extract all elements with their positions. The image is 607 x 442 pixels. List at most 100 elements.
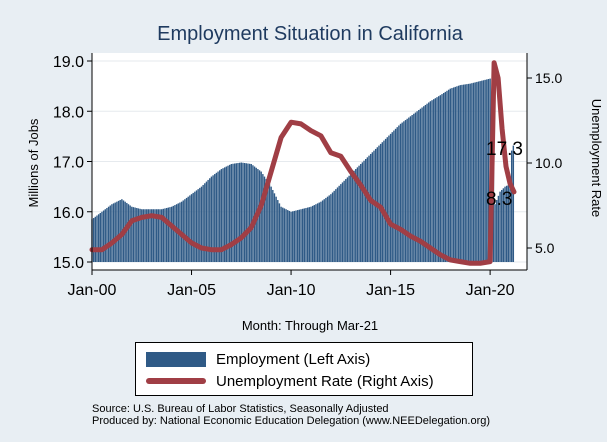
- x-tick-label: Jan-20: [466, 282, 515, 299]
- employment-bar: [424, 104, 427, 262]
- employment-bar: [197, 189, 199, 262]
- employment-bar: [320, 201, 322, 262]
- employment-bar: [462, 84, 465, 263]
- employment-bar: [411, 115, 413, 262]
- employment-bar: [471, 83, 473, 262]
- employment-bar: [200, 186, 203, 262]
- employment-bar: [278, 203, 281, 262]
- employment-bar: [484, 79, 486, 262]
- employment-bar: [283, 208, 286, 262]
- x-tick-label: Jan-10: [267, 282, 316, 299]
- employment-bar: [204, 183, 206, 262]
- employment-bar: [350, 174, 352, 262]
- employment-bar: [358, 165, 360, 262]
- employment-bar: [336, 187, 339, 262]
- employment-bar: [129, 205, 131, 262]
- employment-bar: [222, 168, 224, 262]
- employment-bar: [232, 163, 234, 262]
- producer-line: Produced by: National Economic Education…: [92, 415, 491, 427]
- employment-bar: [418, 109, 420, 263]
- employment-bar: [205, 181, 208, 262]
- legend-label-unemployment: Unemployment Rate (Right Axis): [216, 372, 434, 390]
- employment-bar: [147, 209, 150, 262]
- employment-bar: [383, 140, 385, 262]
- employment-bar: [461, 84, 463, 263]
- x-tick-label: Jan-05: [167, 282, 216, 299]
- employment-bar: [237, 163, 239, 262]
- employment-bar: [326, 196, 329, 262]
- employment-bar: [298, 209, 301, 262]
- right-tick-label: 10.0: [535, 155, 562, 171]
- employment-bar: [408, 117, 410, 262]
- employment-bar: [172, 205, 174, 262]
- employment-bar: [335, 189, 337, 262]
- employment-bar: [474, 82, 476, 262]
- employment-bar: [340, 184, 342, 262]
- employment-bar: [157, 209, 160, 262]
- employment-bar: [497, 195, 500, 262]
- employment-bar: [99, 213, 101, 262]
- employment-bar: [331, 192, 334, 262]
- employment-bar: [151, 209, 153, 262]
- employment-bar: [268, 184, 271, 262]
- employment-bar: [96, 215, 98, 262]
- employment-bar: [295, 210, 297, 262]
- employment-bar: [507, 184, 510, 262]
- employment-bar: [247, 163, 249, 262]
- employment-bar: [212, 175, 214, 262]
- employment-bar: [437, 96, 440, 262]
- left-tick-label: 15.0: [53, 255, 84, 272]
- unemployment-line: [89, 60, 517, 266]
- employment-bar: [423, 106, 425, 262]
- employment-bar: [308, 207, 311, 262]
- employment-bar: [366, 157, 369, 262]
- employment-bar: [189, 195, 191, 262]
- left-tick-label: 16.0: [53, 205, 84, 222]
- employment-bar: [228, 164, 231, 262]
- employment-bar: [248, 163, 251, 262]
- employment-bar: [162, 208, 165, 262]
- employment-bar: [504, 186, 506, 262]
- employment-bar: [127, 204, 130, 262]
- employment-bar: [502, 188, 505, 262]
- employment-bar: [454, 86, 456, 262]
- source-note: Source: U.S. Bureau of Labor Statistics,…: [92, 403, 490, 427]
- employment-bar: [396, 127, 398, 262]
- employment-bar: [132, 207, 135, 262]
- employment-bar: [413, 113, 415, 262]
- employment-bar: [174, 205, 176, 262]
- employment-bar: [111, 204, 113, 262]
- employment-bar: [416, 111, 418, 262]
- employment-bar: [316, 203, 319, 262]
- employment-bar: [152, 209, 155, 262]
- employment-bar: [160, 209, 163, 262]
- employment-bar: [442, 92, 445, 263]
- employment-bar: [310, 206, 312, 262]
- employment-bar: [510, 150, 513, 262]
- employment-bar: [333, 190, 335, 262]
- employment-bar: [154, 209, 156, 262]
- employment-bar: [363, 160, 365, 262]
- employment-bar: [136, 207, 138, 262]
- employment-bar: [262, 174, 264, 262]
- employment-bar: [371, 152, 374, 262]
- employment-bar: [323, 199, 325, 262]
- employment-bar: [452, 87, 455, 262]
- employment-bar: [379, 143, 382, 262]
- employment-bar: [509, 184, 511, 262]
- employment-bar: [403, 121, 405, 262]
- employment-bar: [265, 179, 267, 262]
- employment-bar: [353, 170, 355, 262]
- employment-bar: [306, 207, 309, 262]
- employment-bar: [409, 116, 412, 263]
- source-line: Source: U.S. Bureau of Labor Statistics,…: [92, 403, 389, 415]
- employment-bar: [102, 210, 105, 262]
- employment-bar: [348, 175, 350, 262]
- employment-bar: [164, 208, 166, 262]
- employment-bar: [170, 206, 173, 262]
- employment-bar: [190, 194, 193, 262]
- employment-bar: [368, 155, 370, 262]
- employment-bar: [341, 182, 344, 262]
- employment-bar: [393, 130, 395, 262]
